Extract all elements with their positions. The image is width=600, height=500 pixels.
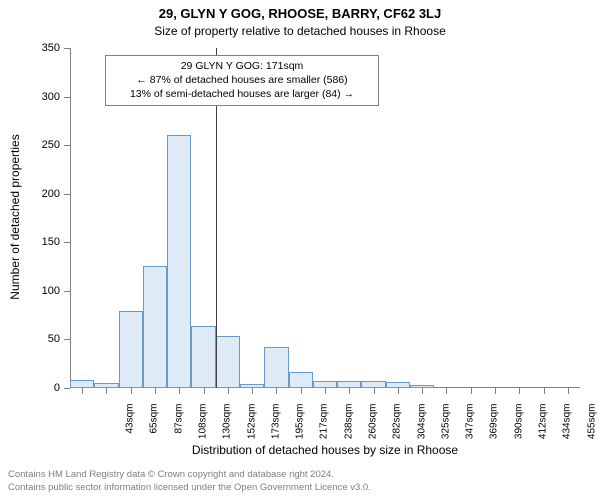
page-title-sub: Size of property relative to detached ho…: [0, 24, 600, 38]
y-tick: [64, 97, 70, 98]
histogram-bar: [70, 380, 94, 388]
histogram-bar: [119, 311, 143, 388]
credits-line-2: Contains public sector information licen…: [8, 482, 371, 494]
histogram-bar: [313, 381, 337, 388]
x-tick: [519, 388, 520, 394]
x-tick: [471, 388, 472, 394]
x-tick: [544, 388, 545, 394]
y-tick: [64, 291, 70, 292]
histogram-bar: [143, 266, 167, 388]
y-tick: [64, 388, 70, 389]
histogram-bar: [337, 381, 361, 388]
x-tick: [325, 388, 326, 394]
y-tick: [64, 194, 70, 195]
y-tick-label: 250: [30, 139, 60, 151]
y-tick: [64, 48, 70, 49]
credits-line-1: Contains HM Land Registry data © Crown c…: [8, 469, 371, 481]
x-tick: [82, 388, 83, 394]
y-axis: [70, 48, 71, 388]
histogram-chart: 05010015020025030035043sqm65sqm87sqm108s…: [70, 48, 580, 388]
y-tick-label: 0: [30, 382, 60, 394]
x-tick: [398, 388, 399, 394]
y-tick-label: 300: [30, 91, 60, 103]
x-tick: [374, 388, 375, 394]
y-tick-label: 350: [30, 42, 60, 54]
x-tick: [131, 388, 132, 394]
y-tick-label: 200: [30, 188, 60, 200]
histogram-bar: [191, 326, 215, 388]
x-tick: [106, 388, 107, 394]
x-tick: [252, 388, 253, 394]
x-tick: [204, 388, 205, 394]
x-tick: [276, 388, 277, 394]
y-tick-label: 150: [30, 236, 60, 248]
y-tick: [64, 339, 70, 340]
histogram-bar: [289, 372, 313, 388]
x-tick: [446, 388, 447, 394]
page-title-main: 29, GLYN Y GOG, RHOOSE, BARRY, CF62 3LJ: [0, 6, 600, 21]
y-tick-label: 50: [30, 333, 60, 345]
x-tick: [228, 388, 229, 394]
histogram-bar: [167, 135, 191, 388]
annotation-line: 13% of semi-detached houses are larger (…: [112, 87, 372, 101]
x-tick-label: 455sqm: [586, 404, 597, 454]
y-tick: [64, 145, 70, 146]
credits-block: Contains HM Land Registry data © Crown c…: [8, 469, 371, 494]
x-tick: [422, 388, 423, 394]
annotation-box: 29 GLYN Y GOG: 171sqm← 87% of detached h…: [105, 55, 379, 106]
x-tick: [155, 388, 156, 394]
histogram-bar: [361, 381, 385, 388]
x-tick: [301, 388, 302, 394]
x-tick: [568, 388, 569, 394]
histogram-bar: [216, 336, 240, 388]
y-tick: [64, 242, 70, 243]
x-tick: [179, 388, 180, 394]
annotation-line: 29 GLYN Y GOG: 171sqm: [112, 59, 372, 73]
x-axis-label: Distribution of detached houses by size …: [70, 443, 580, 457]
x-tick: [349, 388, 350, 394]
annotation-line: ← 87% of detached houses are smaller (58…: [112, 73, 372, 87]
histogram-bar: [264, 347, 288, 388]
y-tick-label: 100: [30, 285, 60, 297]
y-axis-label: Number of detached properties: [8, 117, 22, 317]
x-tick: [495, 388, 496, 394]
